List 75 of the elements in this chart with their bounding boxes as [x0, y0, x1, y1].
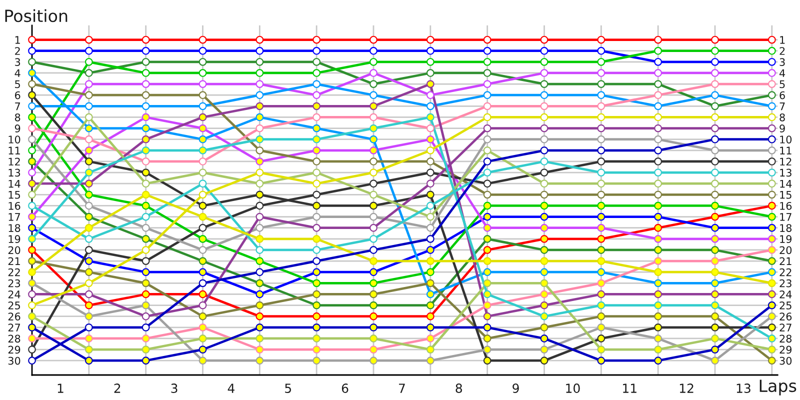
y2-tick-label: 4: [780, 69, 786, 77]
y2-tick-label: 5: [780, 80, 785, 88]
y-tick-label: 18: [8, 224, 20, 232]
y2-tick-label: 23: [780, 279, 792, 288]
y2-tick-label: 7: [780, 102, 785, 110]
y-tick-label: 26: [8, 312, 20, 320]
y2-tick-label: 27: [780, 324, 792, 332]
y-tick-label: 10: [8, 136, 20, 144]
y2-tick-label: 21: [780, 257, 792, 266]
y-tick-label: 3: [15, 58, 20, 66]
y-tick-label: 7: [15, 102, 20, 110]
x-tick-label: 9: [512, 384, 519, 394]
y2-tick-label: 28: [780, 334, 792, 343]
y2-tick-label: 18: [780, 224, 792, 232]
y-tick-label: 14: [8, 180, 20, 188]
y2-tick-label: 6: [780, 91, 785, 100]
y2-tick-label: 19: [780, 235, 792, 244]
y-tick-label: 24: [8, 290, 20, 298]
y-axis-title: Position: [5, 9, 68, 22]
y-tick-label: 9: [14, 124, 20, 132]
x-tick-label: 13: [736, 384, 750, 394]
x-axis-title: Laps: [760, 380, 796, 396]
y2-tick-label: 3: [780, 58, 785, 66]
y2-tick-label: 29: [780, 346, 792, 354]
x-tick-label: 11: [623, 384, 636, 393]
y-tick-label: 8: [14, 113, 20, 122]
x-tick-label: 5: [285, 384, 292, 394]
y2-tick-label: 1: [780, 36, 785, 44]
y-tick-label: 25: [8, 302, 20, 310]
y2-tick-label: 9: [780, 124, 785, 132]
y-tick-label: 2: [15, 47, 20, 55]
y2-tick-label: 16: [780, 202, 792, 210]
y-tick-label: 4: [14, 69, 20, 77]
y-tick-label: 30: [8, 356, 20, 365]
y-tick-label: 19: [8, 235, 20, 244]
y-tick-label: 23: [8, 279, 20, 288]
x-tick-label: 7: [399, 384, 405, 393]
y-tick-label: 22: [8, 268, 20, 276]
x-tick-label: 10: [566, 384, 580, 394]
x-tick-label: 6: [342, 384, 348, 394]
x-tick-label: 3: [171, 384, 178, 394]
y-tick-label: 12: [8, 158, 20, 166]
y-tick-label: 28: [8, 334, 20, 343]
y2-tick-label: 14: [780, 180, 792, 188]
y-tick-label: 15: [8, 191, 20, 199]
y-tick-label: 21: [8, 257, 20, 266]
y-tick-label: 6: [14, 91, 20, 100]
y-tick-label: 1: [15, 36, 20, 44]
y2-tick-label: 13: [780, 168, 792, 177]
y2-tick-label: 12: [780, 158, 792, 166]
y2-tick-label: 24: [780, 290, 792, 298]
y2-tick-label: 25: [780, 302, 792, 310]
y2-tick-label: 22: [780, 268, 792, 276]
y-tick-label: 20: [8, 246, 20, 254]
y2-tick-label: 2: [780, 47, 785, 55]
x-tick-label: 1: [58, 384, 64, 393]
y2-tick-label: 11: [780, 146, 792, 154]
y2-tick-label: 10: [780, 136, 792, 144]
y-tick-label: 11: [8, 146, 20, 154]
y-tick-label: 5: [15, 80, 20, 88]
x-tick-label: 8: [456, 384, 462, 394]
x-tick-label: 12: [680, 384, 694, 393]
y2-tick-label: 17: [780, 213, 792, 221]
y-tick-label: 13: [8, 168, 20, 177]
y2-tick-label: 30: [780, 356, 792, 365]
y-tick-label: 29: [8, 346, 20, 354]
y-tick-label: 16: [8, 202, 20, 210]
y2-tick-label: 15: [780, 191, 792, 199]
y2-tick-label: 26: [780, 312, 792, 320]
y2-tick-label: 20: [780, 246, 792, 254]
x-tick-label: 2: [114, 384, 120, 393]
y-tick-label: 27: [8, 324, 20, 332]
x-tick-label: 4: [228, 384, 234, 393]
y-tick-label: 17: [8, 213, 20, 221]
y2-tick-label: 8: [780, 113, 785, 122]
